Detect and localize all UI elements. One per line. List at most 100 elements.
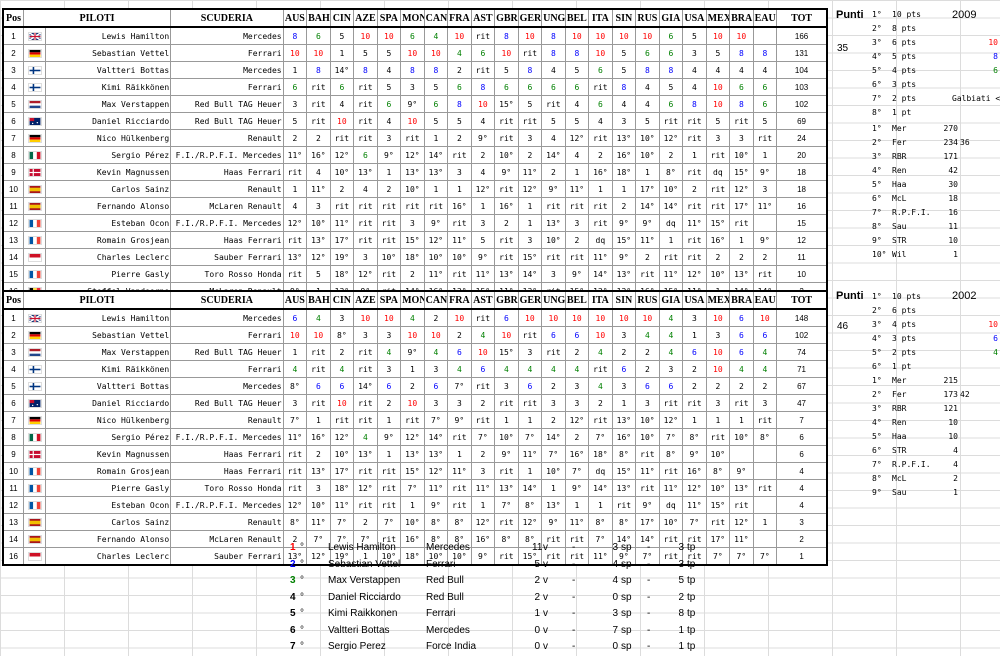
race-result: 8: [400, 61, 425, 79]
race-result: 10: [564, 308, 590, 327]
header-bel: BEL: [564, 290, 590, 310]
race-result: rit: [729, 496, 754, 514]
team-name: Mercedes: [170, 377, 284, 395]
race-result: 8: [541, 26, 566, 45]
position: 12: [2, 214, 24, 232]
race-result: 6: [729, 78, 754, 96]
race-result: 8°: [423, 530, 449, 548]
header-bra: BRA: [729, 8, 754, 28]
race-result: 10°: [635, 129, 660, 147]
position: 7: [2, 129, 24, 147]
race-result: rit: [376, 496, 402, 514]
race-result: 6: [376, 95, 402, 113]
race-result: 9°: [376, 428, 402, 446]
extra-points-1: 35: [837, 43, 849, 54]
race-result: rit: [541, 248, 566, 266]
position: 13: [2, 231, 24, 249]
race-result: 12°: [306, 248, 331, 266]
race-result: 4: [400, 308, 425, 327]
race-result: 10°: [635, 411, 660, 429]
header-sin: SIN: [611, 290, 637, 310]
race-result: 5: [447, 112, 472, 130]
race-result: 4: [588, 343, 613, 361]
race-result: 1: [541, 479, 566, 497]
race-result: 7°: [541, 445, 566, 463]
race-result: 18°: [611, 163, 637, 181]
race-result: 6: [329, 377, 355, 395]
race-result: 13°: [306, 462, 331, 480]
table-row: 11 Pierre Gasly Toro Rosso Honda rit 3 18° 12°…: [2, 479, 828, 497]
header-spa: SPA: [376, 290, 402, 310]
race-result: dq: [658, 496, 684, 514]
race-result: 8°: [494, 530, 519, 548]
race-result: 6: [376, 377, 402, 395]
race-result: 6: [611, 360, 637, 378]
race-result: 7°: [400, 479, 425, 497]
race-result: 9°: [470, 248, 496, 266]
race-result: 7°: [306, 530, 331, 548]
table-row: 6 Daniel Ricciardo Red Bull TAG Heuer 5 rit 1…: [2, 112, 828, 130]
race-result: rit: [353, 394, 378, 412]
constructors-2002: 1° Mer 215 2° Fer 173 42 3° RBR 121 4° Ren 10 5° Haa 10…: [872, 374, 980, 500]
race-result: 6: [470, 360, 496, 378]
race-result: 11°: [306, 180, 331, 198]
position: 8: [2, 146, 24, 164]
race-result: 13°: [400, 163, 425, 181]
race-result: 11°: [329, 214, 355, 232]
race-result: 4: [376, 61, 402, 79]
race-result: 18°: [588, 445, 613, 463]
race-result: 3: [752, 394, 778, 412]
race-result: [752, 496, 778, 514]
race-result: rit: [376, 265, 402, 283]
race-result: 6: [658, 44, 684, 62]
race-result: 13°: [423, 445, 449, 463]
race-result: 12°: [306, 547, 331, 566]
race-result: 14°: [423, 428, 449, 446]
race-result: 13°: [611, 129, 637, 147]
race-result: rit: [682, 394, 707, 412]
race-result: 11°: [635, 462, 660, 480]
race-result: 6: [423, 377, 449, 395]
race-result: 3: [517, 129, 543, 147]
position: 13: [2, 513, 24, 531]
race-result: 10°: [494, 428, 519, 446]
race-result: 8: [541, 44, 566, 62]
race-result: 2: [329, 343, 355, 361]
race-result: 6: [282, 308, 308, 327]
race-result: rit: [470, 308, 496, 327]
race-result: 6: [447, 78, 472, 96]
race-result: 10°: [658, 513, 684, 531]
race-result: 16°: [611, 146, 637, 164]
race-result: 2: [517, 146, 543, 164]
race-result: rit: [588, 214, 613, 232]
race-result: 12°: [658, 411, 684, 429]
team-name: Sauber Ferrari: [170, 248, 284, 266]
table-row: 2 Sebastian Vettel Ferrari 10 10 8° 3 3 10 10 2 4 10…: [2, 326, 828, 344]
race-result: 8°: [447, 513, 472, 531]
race-result: 15°: [611, 462, 637, 480]
constructor-row: 8° Sau 11: [872, 222, 958, 231]
fr-flag-icon: [22, 462, 47, 480]
race-result: dq: [705, 163, 731, 181]
race-result: 4: [635, 95, 660, 113]
header-bah: BAH: [306, 8, 331, 28]
header-aze: AZE: [353, 8, 378, 28]
race-result: 4: [306, 163, 331, 181]
race-result: 2: [306, 129, 331, 147]
race-result: 18°: [329, 265, 355, 283]
constructor-row: 4° Ren 10: [872, 418, 958, 427]
mc-flag-icon: [22, 547, 47, 566]
es-flag-icon: [22, 197, 47, 215]
race-result: 17°: [635, 180, 660, 198]
fr-flag-icon: [22, 479, 47, 497]
race-result: 10°: [329, 163, 355, 181]
race-result: 4: [447, 44, 472, 62]
race-result: 2: [447, 326, 472, 344]
race-result: 6: [588, 95, 613, 113]
race-result: 10: [400, 326, 425, 344]
race-result: 10°: [376, 547, 402, 566]
race-result: 8: [564, 44, 590, 62]
race-result: 11°: [447, 231, 472, 249]
team-name: Red Bull TAG Heuer: [170, 112, 284, 130]
race-result: 10: [306, 326, 331, 344]
